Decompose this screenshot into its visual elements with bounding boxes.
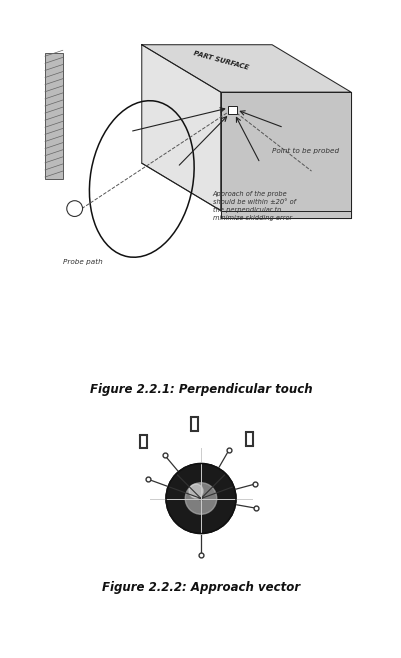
- Text: PART SURFACE: PART SURFACE: [192, 50, 249, 71]
- Text: Approach of the probe
should be within ±20° of
the perpendicular to
minimize ski: Approach of the probe should be within ±…: [212, 191, 295, 221]
- Polygon shape: [142, 45, 350, 92]
- Polygon shape: [220, 92, 350, 218]
- Circle shape: [185, 483, 216, 515]
- Bar: [228, 105, 236, 114]
- Circle shape: [67, 201, 82, 216]
- Circle shape: [188, 484, 203, 498]
- Text: Point to be probed: Point to be probed: [271, 148, 338, 155]
- Text: Figure 2.2.1: Perpendicular touch: Figure 2.2.1: Perpendicular touch: [89, 383, 312, 396]
- Polygon shape: [142, 45, 220, 211]
- Text: Figure 2.2.2: Approach vector: Figure 2.2.2: Approach vector: [102, 580, 299, 594]
- Bar: [45, 53, 63, 179]
- Circle shape: [166, 463, 235, 534]
- Text: Probe path: Probe path: [63, 259, 102, 265]
